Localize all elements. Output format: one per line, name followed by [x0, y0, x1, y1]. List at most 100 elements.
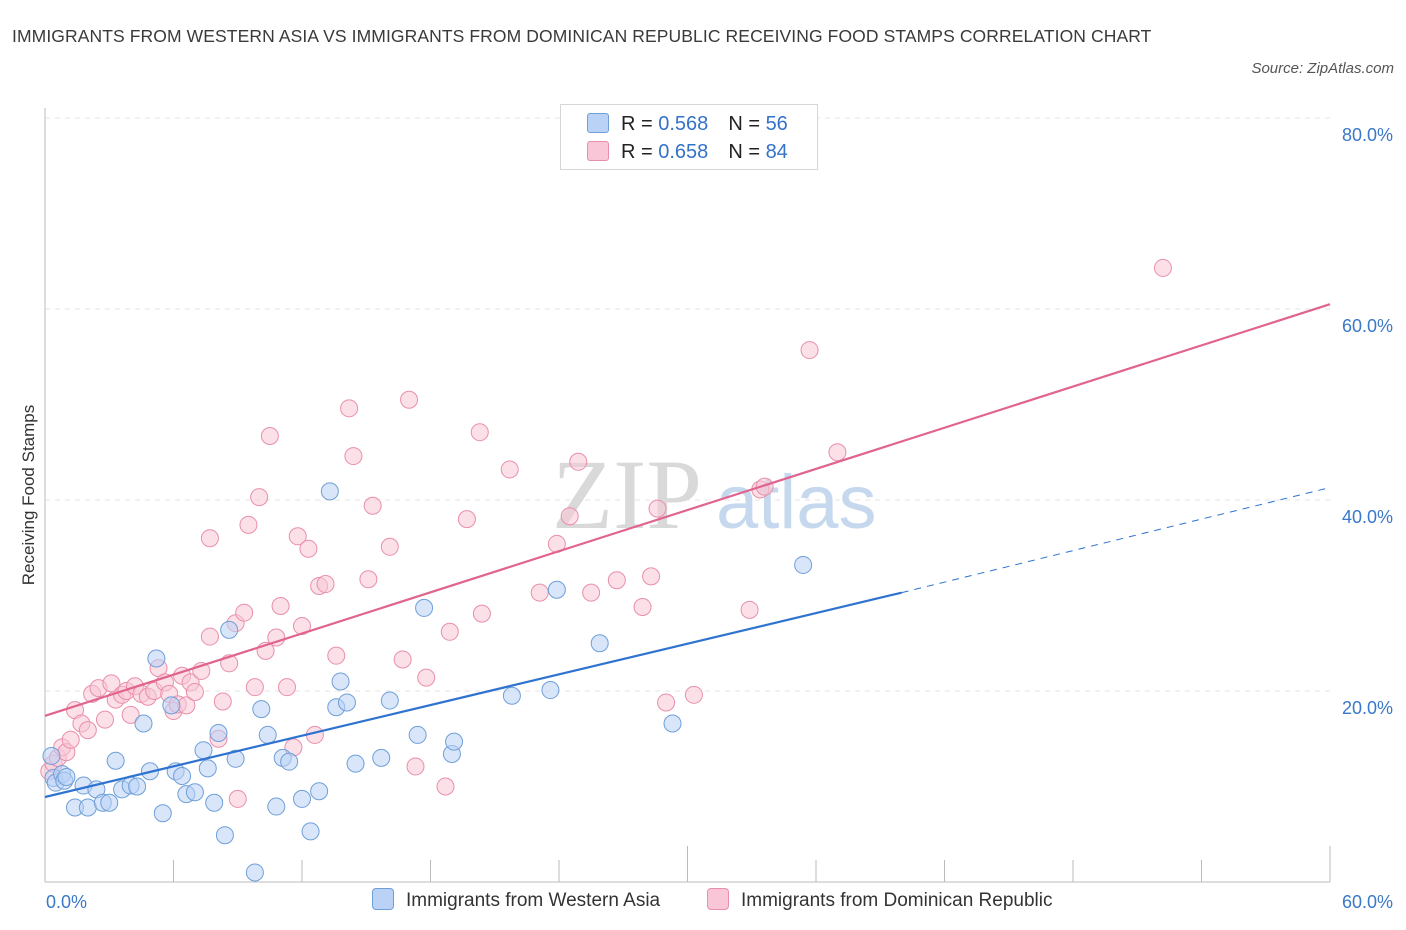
data-point-dominican-republic — [327, 646, 346, 665]
data-point-western-asia — [547, 580, 566, 599]
source-credit: Source: ZipAtlas.com — [1251, 60, 1394, 77]
data-point-dominican-republic — [530, 583, 549, 602]
data-point-dominican-republic — [359, 570, 378, 589]
data-point-dominican-republic — [642, 567, 661, 586]
data-point-dominican-republic — [121, 705, 140, 724]
data-point-western-asia — [147, 649, 166, 668]
data-point-dominican-republic — [560, 507, 579, 526]
data-point-dominican-republic — [267, 628, 286, 647]
data-point-dominican-republic — [436, 777, 455, 796]
legend-swatch-blue — [587, 113, 609, 133]
data-point-dominican-republic — [271, 597, 290, 616]
bottom-legend-dominican-republic: Immigrants from Dominican Republic — [707, 888, 1053, 912]
y-tick-label: 20.0% — [1342, 698, 1393, 718]
data-point-dominican-republic — [457, 510, 476, 529]
data-point-dominican-republic — [1153, 258, 1172, 277]
data-point-dominican-republic — [400, 390, 419, 409]
data-point-dominican-republic — [363, 496, 382, 515]
data-point-dominican-republic — [417, 668, 436, 687]
data-point-dominican-republic — [288, 527, 307, 546]
watermark-atlas: atlas — [716, 460, 877, 545]
legend-row-dominican-republic: R = 0.658 N = 84 — [587, 141, 788, 169]
data-point-dominican-republic — [278, 678, 297, 697]
data-point-dominican-republic — [740, 600, 759, 619]
data-point-dominican-republic — [61, 730, 80, 749]
correlation-legend: R = 0.568 N = 56 R = 0.658 N = 84 — [560, 104, 818, 170]
data-point-western-asia — [280, 752, 299, 771]
grid-lines — [45, 117, 1330, 692]
data-point-dominican-republic — [245, 678, 264, 697]
y-tick-label: 40.0% — [1342, 507, 1393, 527]
data-point-dominican-republic — [800, 341, 819, 360]
data-point-dominican-republic — [235, 603, 254, 622]
data-point-dominican-republic — [648, 499, 667, 518]
legend-swatch-pink — [587, 141, 609, 161]
bottom-legend-swatch-blue — [372, 888, 394, 910]
data-point-western-asia — [380, 691, 399, 710]
data-point-western-asia — [209, 724, 228, 743]
y-tick-label: 60.0% — [1342, 316, 1393, 336]
trend-line-dominican-republic — [44, 303, 1331, 717]
data-point-western-asia — [57, 767, 76, 786]
data-point-dominican-republic — [250, 488, 269, 507]
data-point-dominican-republic — [607, 571, 626, 590]
series-dominican-republic — [40, 258, 1172, 808]
data-point-dominican-republic — [569, 452, 588, 471]
data-point-dominican-republic — [633, 597, 652, 616]
data-point-western-asia — [215, 826, 234, 845]
data-point-dominican-republic — [185, 682, 204, 701]
data-point-dominican-republic — [500, 460, 519, 479]
legend-n-label: N = — [728, 141, 766, 163]
data-point-western-asia — [226, 749, 245, 768]
data-point-western-asia — [310, 782, 329, 801]
data-point-dominican-republic — [260, 427, 279, 446]
data-point-dominican-republic — [340, 399, 359, 418]
legend-n-value: 56 — [765, 113, 788, 135]
chart-title: IMMIGRANTS FROM WESTERN ASIA VS IMMIGRAN… — [12, 26, 1152, 46]
data-point-dominican-republic — [828, 443, 847, 462]
data-point-dominican-republic — [316, 575, 335, 594]
data-point-western-asia — [415, 598, 434, 617]
data-point-western-asia — [320, 482, 339, 501]
data-point-dominican-republic — [406, 757, 425, 776]
x-tick-label: 60.0% — [1342, 892, 1393, 912]
data-point-dominican-republic — [380, 537, 399, 556]
legend-r-value: 0.568 — [658, 113, 709, 135]
data-point-dominican-republic — [78, 721, 97, 740]
trend-line-western-asia — [44, 591, 902, 799]
data-point-dominican-republic — [684, 685, 703, 704]
data-point-dominican-republic — [393, 650, 412, 669]
data-point-western-asia — [293, 789, 311, 808]
data-point-western-asia — [106, 751, 125, 770]
data-point-western-asia — [153, 804, 172, 823]
data-point-dominican-republic — [213, 692, 232, 711]
data-point-dominican-republic — [344, 447, 363, 466]
data-point-western-asia — [590, 634, 609, 653]
y-axis-title: Receiving Food Stamps — [19, 405, 38, 585]
data-point-western-asia — [346, 754, 365, 773]
bottom-legend-swatch-pink — [707, 888, 729, 910]
bottom-legend-label: Immigrants from Western Asia — [406, 890, 661, 911]
data-point-western-asia — [198, 759, 217, 778]
legend-n-value: 84 — [765, 141, 788, 163]
data-point-western-asia — [100, 793, 119, 812]
data-point-dominican-republic — [228, 789, 247, 808]
data-point-dominican-republic — [470, 423, 489, 442]
data-point-western-asia — [162, 696, 181, 715]
legend-row-western-asia: R = 0.568 N = 56 — [587, 113, 788, 141]
legend-r-value: 0.658 — [658, 141, 709, 163]
legend-n-label: N = — [728, 113, 766, 135]
x-tick-label: 0.0% — [46, 892, 87, 912]
data-point-western-asia — [252, 700, 271, 719]
data-point-dominican-republic — [200, 529, 219, 548]
data-point-dominican-republic — [472, 604, 491, 623]
data-point-western-asia — [331, 672, 350, 691]
data-point-dominican-republic — [299, 539, 318, 558]
data-point-western-asia — [337, 693, 356, 712]
y-tick-label: 80.0% — [1342, 125, 1393, 145]
data-point-western-asia — [541, 681, 560, 700]
data-point-western-asia — [173, 766, 192, 785]
data-point-western-asia — [372, 748, 391, 767]
data-point-western-asia — [185, 783, 204, 802]
